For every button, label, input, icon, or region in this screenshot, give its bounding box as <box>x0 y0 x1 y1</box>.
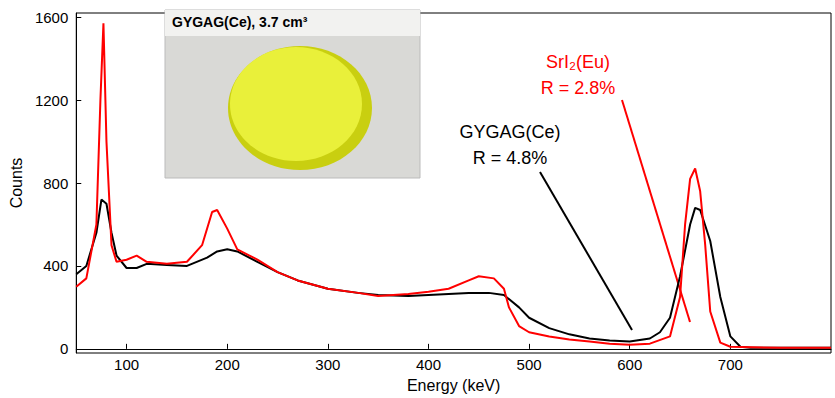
svg-text:100: 100 <box>114 356 139 373</box>
svg-text:Counts: Counts <box>8 158 25 209</box>
svg-text:GYGAG(Ce): GYGAG(Ce) <box>459 122 560 142</box>
svg-text:200: 200 <box>215 356 240 373</box>
svg-text:1200: 1200 <box>35 92 68 109</box>
svg-text:R = 2.8%: R = 2.8% <box>541 78 616 98</box>
svg-text:0: 0 <box>60 340 68 357</box>
svg-text:GYGAG(Ce), 3.7 cm³: GYGAG(Ce), 3.7 cm³ <box>172 14 308 30</box>
svg-text:400: 400 <box>43 257 68 274</box>
svg-text:1600: 1600 <box>35 9 68 26</box>
svg-text:700: 700 <box>718 356 743 373</box>
svg-text:Energy (keV): Energy (keV) <box>407 377 500 394</box>
svg-text:300: 300 <box>315 356 340 373</box>
svg-text:500: 500 <box>517 356 542 373</box>
svg-text:400: 400 <box>416 356 441 373</box>
svg-text:R = 4.8%: R = 4.8% <box>473 148 548 168</box>
svg-text:600: 600 <box>617 356 642 373</box>
svg-text:SrI₂(Eu): SrI₂(Eu) <box>546 52 610 72</box>
svg-text:800: 800 <box>43 175 68 192</box>
